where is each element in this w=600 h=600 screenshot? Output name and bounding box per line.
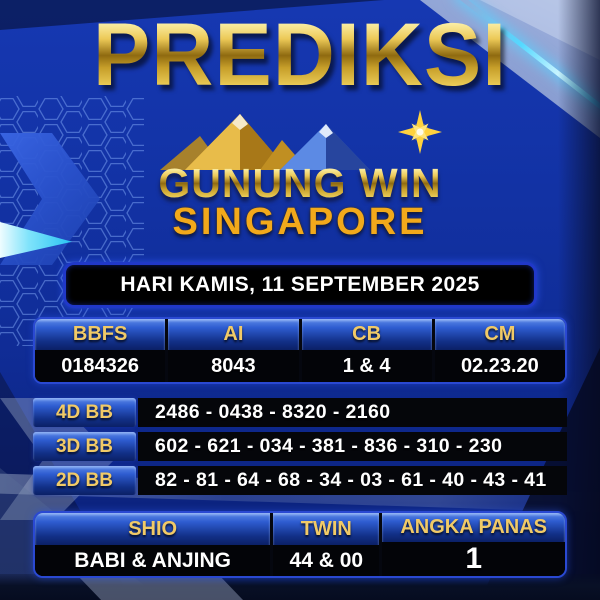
column-header: SHIO [35, 513, 271, 545]
date-banner: HARI KAMIS, 11 SEPTEMBER 2025 [63, 262, 537, 308]
column-value: BABI & ANJING [35, 545, 271, 576]
bottom-dark-band [0, 574, 600, 600]
column-header: CB [301, 319, 432, 350]
column-header: CM [434, 319, 565, 350]
footer-table: SHIO BABI & ANJING TWIN 44 & 00 ANGKA PA… [33, 511, 567, 578]
page-title: PREDIKSI [93, 4, 507, 107]
footer-col-twin: TWIN 44 & 00 [273, 513, 383, 576]
row-value: 602 - 621 - 034 - 381 - 836 - 310 - 230 [138, 432, 567, 461]
column-value: 8043 [168, 350, 299, 382]
summary-col-cm: CM 02.23.20 [434, 319, 565, 382]
row-value: 82 - 81 - 64 - 68 - 34 - 03 - 61 - 40 - … [138, 466, 567, 495]
sparkle-star-icon [398, 110, 442, 154]
row-label: 2D BB [33, 466, 136, 495]
prediction-row-4d: 4D BB 2486 - 0438 - 8320 - 2160 [33, 398, 567, 427]
column-value: 44 & 00 [273, 545, 380, 576]
summary-col-ai: AI 8043 [168, 319, 302, 382]
row-label: 4D BB [33, 398, 136, 427]
bottom-gray-shape [78, 576, 243, 600]
column-header: TWIN [273, 513, 380, 545]
summary-col-bbfs: BBFS 0184326 [35, 319, 169, 382]
column-header: BBFS [35, 319, 166, 350]
row-label: 3D BB [33, 432, 136, 461]
column-value: 02.23.20 [434, 350, 565, 382]
column-value: 0184326 [35, 350, 166, 382]
footer-col-shio: SHIO BABI & ANJING [35, 513, 274, 576]
column-header: AI [168, 319, 299, 350]
prediction-row-2d: 2D BB 82 - 81 - 64 - 68 - 34 - 03 - 61 -… [33, 466, 567, 495]
brand-name: GUNUNG WIN [158, 160, 442, 206]
column-value: 1 [382, 542, 565, 576]
column-value: 1 & 4 [301, 350, 432, 382]
date-text: HARI KAMIS, 11 SEPTEMBER 2025 [120, 273, 480, 296]
market-name: SINGAPORE [172, 201, 428, 243]
prediction-row-3d: 3D BB 602 - 621 - 034 - 381 - 836 - 310 … [33, 432, 567, 461]
summary-col-cb: CB 1 & 4 [301, 319, 435, 382]
footer-col-angka-panas: ANGKA PANAS 1 [382, 513, 565, 576]
column-header: ANGKA PANAS [382, 513, 565, 542]
mountain-logo-icon [160, 110, 442, 170]
row-value: 2486 - 0438 - 8320 - 2160 [138, 398, 567, 427]
summary-table: BBFS 0184326 AI 8043 CB 1 & 4 CM 02.23.2… [33, 317, 567, 384]
